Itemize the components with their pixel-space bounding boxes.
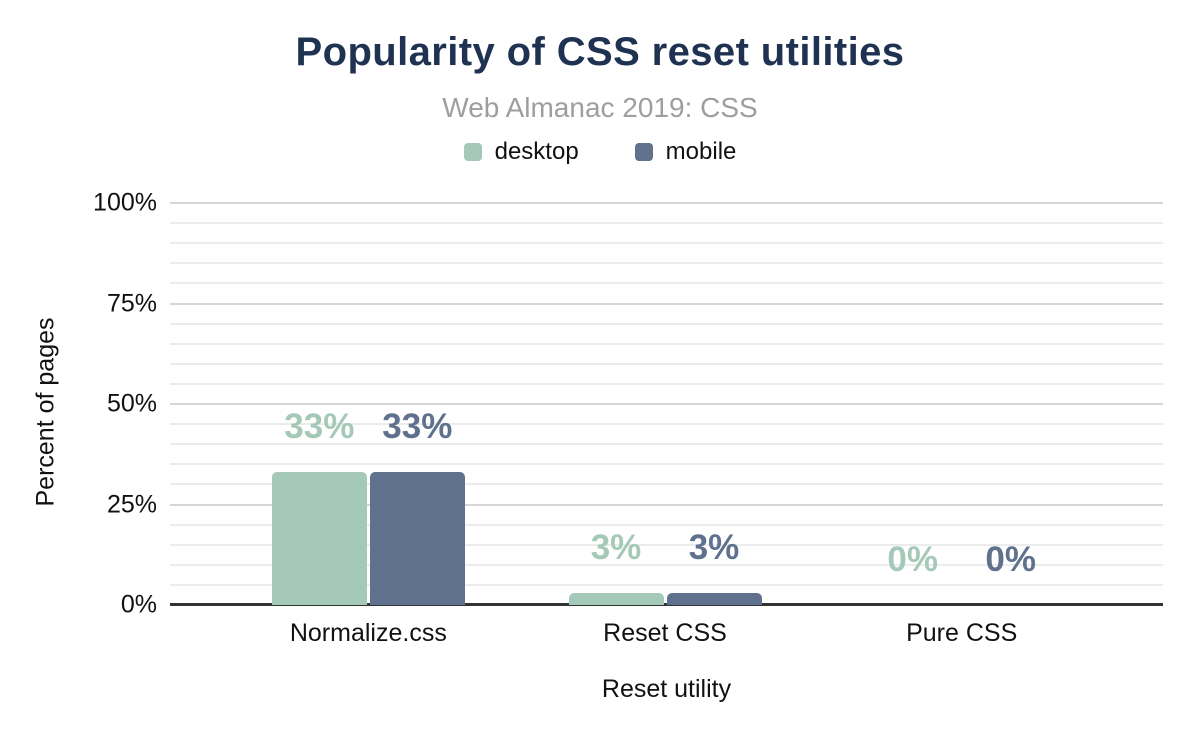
bar-value-mobile: 33% (382, 407, 453, 447)
y-axis-tick-label: 75% (106, 289, 157, 317)
bar-mobile (369, 472, 465, 605)
legend-label-desktop: desktop (494, 138, 579, 165)
minor-gridline (170, 362, 1163, 365)
bar-value-desktop: 33% (284, 407, 355, 447)
chart-title: Popularity of CSS reset utilities (295, 30, 905, 74)
major-gridline (170, 202, 1163, 204)
major-gridline (170, 302, 1163, 305)
bar-value-desktop: 3% (590, 527, 642, 567)
bar-value-desktop: 0% (887, 540, 938, 579)
y-axis-tick-label: 100% (93, 188, 157, 217)
minor-gridline (170, 523, 1163, 526)
minor-gridline (170, 543, 1163, 546)
bar-desktop (271, 472, 367, 605)
category-band: 33% 33% Normalize.css (220, 203, 517, 647)
y-axis-tick-label: 50% (106, 389, 157, 418)
bar-desktop (568, 592, 664, 605)
major-gridline (170, 503, 1163, 506)
minor-gridline (170, 583, 1163, 586)
x-axis-category-label: Pure CSS (906, 619, 1018, 647)
minor-gridline (170, 463, 1163, 466)
category-band: 3% 3% Reset CSS (517, 203, 814, 647)
legend: desktop mobile (0, 140, 1200, 164)
legend-item-desktop: desktop (463, 138, 579, 165)
major-gridline (170, 403, 1163, 405)
minor-gridline (170, 563, 1163, 566)
minor-gridline (170, 262, 1163, 265)
minor-gridline (170, 483, 1163, 486)
plot-bands: 33% 33% Normalize.css 3% 3% Reset CSS 0% 0% Pure… (220, 203, 1110, 647)
bar-value-mobile: 3% (688, 527, 740, 567)
legend-label-mobile: mobile (665, 138, 737, 165)
minor-gridline (170, 282, 1163, 285)
x-axis-category-label: Reset CSS (603, 619, 727, 647)
y-axis-tick-label: 0% (120, 590, 157, 619)
legend-item-mobile: mobile (634, 138, 737, 165)
minor-gridline (170, 443, 1163, 446)
legend-swatch-mobile (634, 143, 653, 161)
y-axis-tick-label: 25% (106, 490, 157, 518)
bar-value-mobile: 0% (985, 540, 1036, 579)
y-axis-title: Percent of pages (31, 317, 60, 507)
minor-gridline (170, 242, 1163, 245)
x-axis-category-label: Normalize.css (289, 619, 447, 647)
category-band: 0% 0% Pure CSS (813, 203, 1110, 647)
x-axis-title: Reset utility (601, 675, 732, 703)
minor-gridline (170, 382, 1163, 385)
legend-swatch-desktop (463, 143, 482, 161)
minor-gridline (170, 342, 1163, 345)
bar-mobile (666, 592, 762, 605)
plot-area: 0% 25% 50% 75% 100% 33% 33% Normalize.css 3% 3% Re… (93, 190, 1163, 647)
minor-gridline (170, 423, 1163, 426)
chart-subtitle: Web Almanac 2019: CSS (442, 92, 758, 123)
minor-gridline (170, 222, 1163, 225)
minor-gridline (170, 322, 1163, 325)
